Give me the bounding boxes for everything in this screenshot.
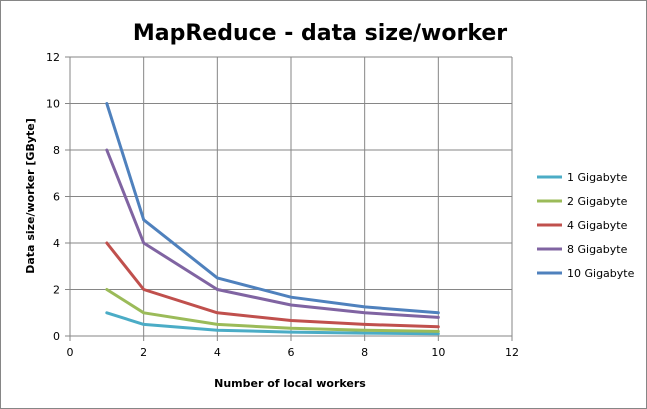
y-tick-label: 10: [46, 98, 60, 111]
x-tick-label: 0: [67, 346, 74, 359]
x-tick-label: 12: [505, 346, 519, 359]
y-tick-label: 8: [53, 144, 60, 157]
series-line-4-gigabyte: [105, 241, 440, 329]
plot-area: [69, 56, 513, 337]
x-axis-ticks: 0 2 4 6 8 10 12: [67, 336, 519, 359]
legend-label-10-gigabyte: 10 Gigabyte: [567, 267, 635, 280]
x-axis-label: Number of local workers: [214, 377, 366, 390]
y-tick-label: 0: [53, 330, 60, 343]
series-line-8-gigabyte: [105, 148, 440, 319]
legend-label-1-gigabyte: 1 Gigabyte: [567, 171, 628, 184]
x-tick-label: 10: [431, 346, 445, 359]
x-tick-label: 6: [288, 346, 295, 359]
x-tick-label: 4: [214, 346, 221, 359]
series-line-10-gigabyte: [105, 102, 440, 315]
y-tick-label: 2: [53, 284, 60, 297]
y-axis-ticks: 0 2 4 6 8 10 12: [46, 51, 70, 343]
legend-label-4-gigabyte: 4 Gigabyte: [567, 219, 628, 232]
y-axis-label: Data size/worker [GByte]: [24, 118, 37, 274]
series-line-2-gigabyte: [105, 288, 440, 333]
y-tick-label: 4: [53, 237, 60, 250]
x-tick-label: 8: [361, 346, 368, 359]
chart-title: MapReduce - data size/worker: [133, 21, 507, 46]
series-lines: [105, 102, 440, 336]
legend-label-8-gigabyte: 8 Gigabyte: [567, 243, 628, 256]
y-tick-label: 12: [46, 51, 60, 64]
legend: 1 Gigabyte 2 Gigabyte 4 Gigabyte 8 Gigabyte…: [537, 171, 635, 280]
series-line-1-gigabyte: [105, 311, 440, 336]
y-tick-label: 6: [53, 191, 60, 204]
legend-label-2-gigabyte: 2 Gigabyte: [567, 195, 628, 208]
x-tick-label: 2: [140, 346, 147, 359]
